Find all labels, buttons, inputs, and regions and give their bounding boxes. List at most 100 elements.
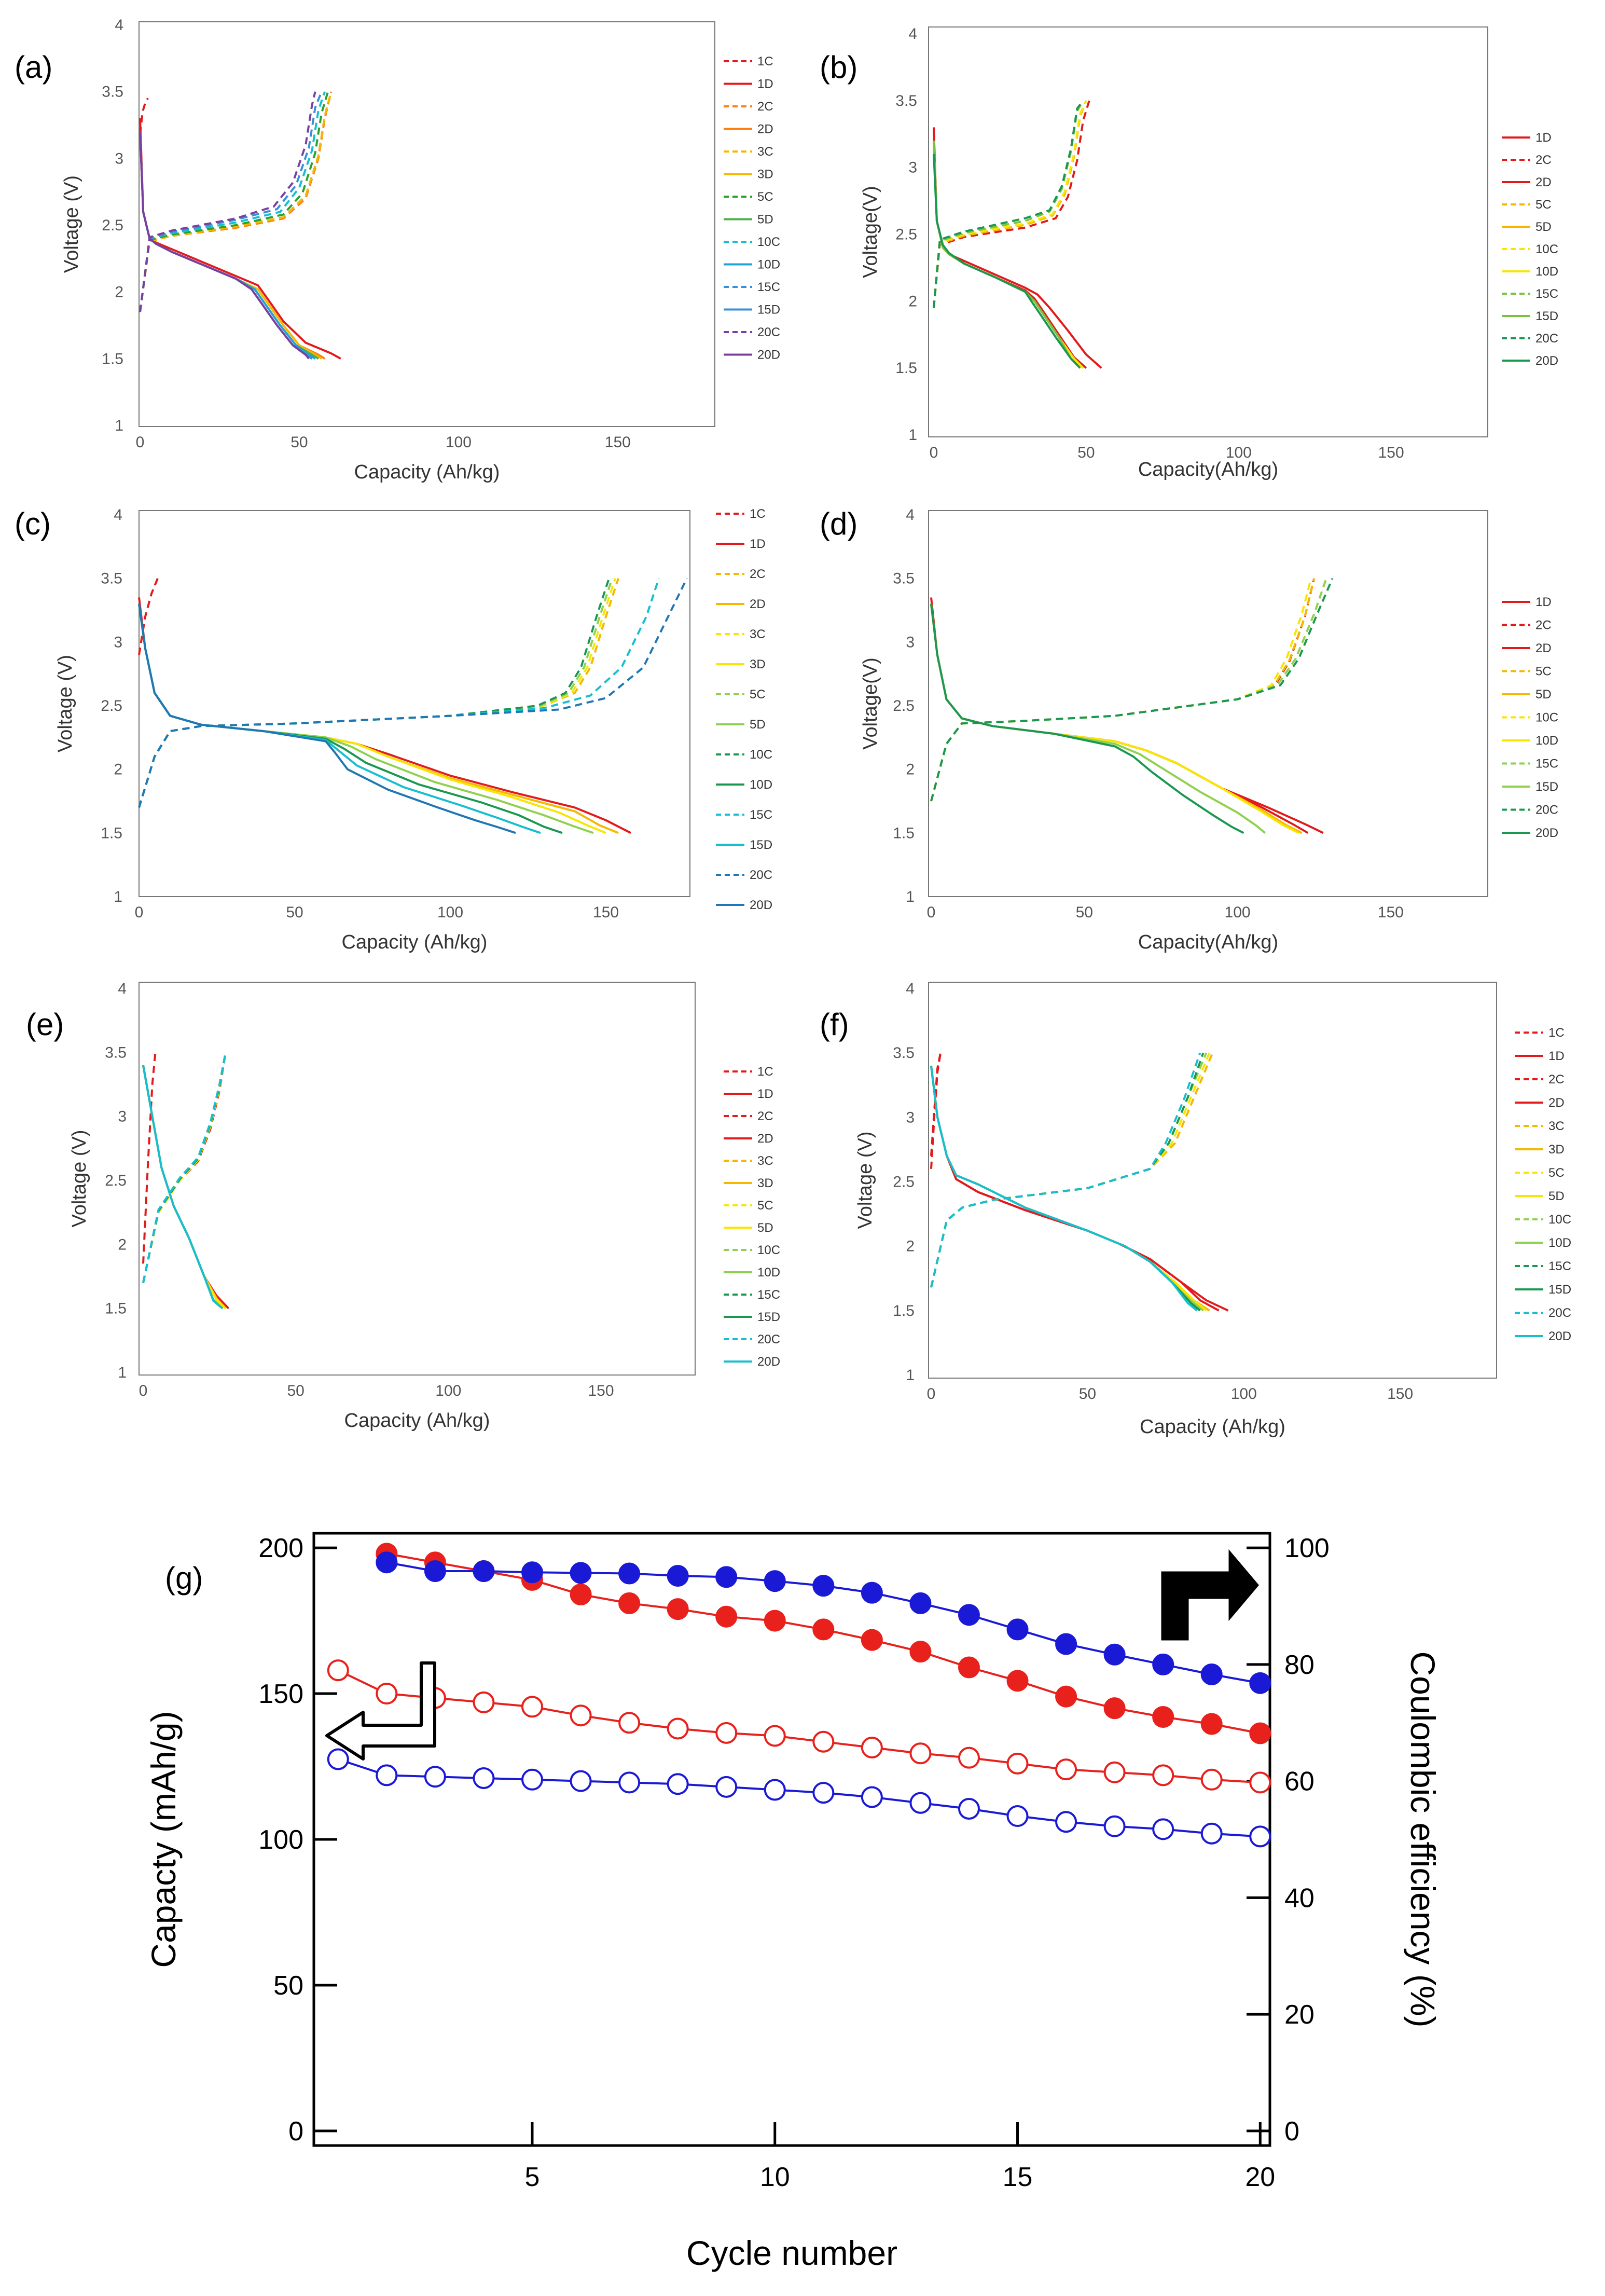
y-tick-label: 1.5 bbox=[105, 1300, 127, 1317]
plot-frame bbox=[139, 982, 696, 1376]
left-axis-arrow-icon bbox=[325, 1661, 436, 1761]
data-point bbox=[861, 1737, 883, 1758]
legend-label: 2C bbox=[1535, 153, 1552, 167]
series-line-2C bbox=[139, 91, 333, 312]
series-line-10C bbox=[139, 91, 326, 312]
y2-tick-label: 80 bbox=[1284, 1650, 1315, 1680]
y-tick-label: 1 bbox=[906, 1367, 915, 1384]
data-point bbox=[618, 1592, 641, 1614]
legend-label: 3D bbox=[757, 168, 773, 182]
series-line-2C bbox=[933, 100, 1090, 308]
y-tick-label: 1.5 bbox=[893, 824, 915, 842]
x-tick-label: 0 bbox=[930, 444, 938, 461]
legend-label: 2D bbox=[757, 1132, 773, 1146]
legend-label: 5D bbox=[750, 718, 766, 732]
y-tick-label: 2.5 bbox=[895, 226, 917, 243]
legend-label: 2C bbox=[1535, 618, 1552, 633]
legend-label: 10D bbox=[1535, 265, 1558, 279]
y-tick-label: 3 bbox=[118, 1108, 127, 1125]
series-line-1D bbox=[138, 597, 631, 834]
panel-label: (g) bbox=[165, 1561, 203, 1596]
data-point bbox=[958, 1604, 980, 1626]
y-axis-label: Voltage(V) bbox=[860, 657, 881, 749]
panel-2: (c) 1 1.5 2 2.5 3 3.5 4 0 50 100 150 Capacity (Ah/kg… bbox=[15, 506, 772, 953]
legend-label: 2C bbox=[757, 100, 773, 114]
legend-label: 15C bbox=[757, 280, 780, 294]
legend-label: 15D bbox=[757, 303, 780, 317]
plot-frame bbox=[312, 1532, 1271, 2147]
x-tick-label: 150 bbox=[1387, 1385, 1413, 1403]
series-line-2D bbox=[930, 1065, 1220, 1312]
data-point bbox=[1200, 1713, 1223, 1735]
y-tick-label: 4 bbox=[906, 506, 915, 524]
x-tick-label: 150 bbox=[1378, 904, 1404, 921]
legend-label: 15D bbox=[1535, 309, 1558, 323]
series-line-15C bbox=[139, 91, 323, 312]
data-point bbox=[473, 1691, 495, 1713]
legend-label: 20C bbox=[1548, 1306, 1571, 1320]
series-line-5C bbox=[139, 91, 329, 312]
data-point bbox=[1006, 1618, 1029, 1641]
legend-label: 15D bbox=[1548, 1283, 1571, 1297]
x-axis-label: Capacity (Ah/kg) bbox=[344, 1410, 490, 1432]
data-point bbox=[1249, 1672, 1271, 1694]
x-axis-label: Capacity(Ah/kg) bbox=[1138, 931, 1278, 953]
data-point bbox=[1103, 1761, 1126, 1783]
data-point bbox=[570, 1562, 592, 1584]
legend-label: 15C bbox=[757, 1288, 780, 1302]
legend-label: 10C bbox=[1535, 242, 1558, 256]
y-tick-label: 100 bbox=[258, 1825, 303, 1855]
y-axis-label: Capacty (mAh/g) bbox=[144, 1711, 183, 1968]
series-line-15C bbox=[930, 578, 1327, 802]
data-point bbox=[1200, 1822, 1223, 1845]
y-tick-label: 3.5 bbox=[102, 84, 123, 101]
plot-frame bbox=[139, 21, 715, 427]
series-line-2D bbox=[930, 603, 1309, 834]
data-point bbox=[1249, 1825, 1271, 1848]
data-point bbox=[812, 1618, 835, 1641]
x-axis-label: Capacity (Ah/kg) bbox=[342, 931, 488, 953]
panel-1: (b) 1 1.5 2 2.5 3 3.5 4 0 50 100 150 Capacity(Ah/kg)… bbox=[820, 25, 1558, 480]
legend-label: 5C bbox=[757, 1199, 773, 1213]
data-point bbox=[1006, 1670, 1029, 1692]
y-tick-label: 200 bbox=[258, 1533, 303, 1563]
data-point bbox=[376, 1764, 398, 1786]
legend-label: 20C bbox=[1535, 332, 1558, 346]
x-tick-label: 20 bbox=[1245, 2162, 1275, 2192]
x-tick-label: 0 bbox=[136, 434, 145, 451]
y2-tick-label: 0 bbox=[1284, 2116, 1299, 2147]
panel-5: (f) 1 1.5 2 2.5 3 3.5 4 0 50 100 150 Capacity (Ah/kg… bbox=[820, 980, 1571, 1438]
legend-label: 15C bbox=[1535, 757, 1558, 771]
data-point bbox=[618, 1771, 641, 1794]
data-point bbox=[521, 1561, 543, 1584]
legend-label: 20C bbox=[757, 325, 780, 339]
x-axis-label: Cycle number bbox=[686, 2234, 897, 2272]
data-point bbox=[909, 1742, 932, 1765]
y-axis-label: Voltage (V) bbox=[68, 1130, 90, 1228]
series-line-5C bbox=[142, 1052, 227, 1283]
y2-tick-label: 100 bbox=[1284, 1533, 1330, 1563]
data-point bbox=[764, 1570, 786, 1592]
y2-tick-label: 20 bbox=[1284, 2000, 1315, 2030]
y-axis-label: Voltage (V) bbox=[54, 655, 76, 752]
y-tick-label: 3 bbox=[114, 634, 122, 651]
data-point bbox=[1103, 1697, 1126, 1720]
series-line-10D bbox=[138, 603, 563, 834]
y-tick-label: 150 bbox=[258, 1679, 303, 1709]
y-tick-label: 1 bbox=[908, 427, 917, 444]
series-line-3D bbox=[139, 131, 322, 360]
data-point bbox=[618, 1712, 641, 1734]
data-point bbox=[667, 1565, 689, 1587]
data-point bbox=[715, 1605, 738, 1628]
legend-label: 3D bbox=[1548, 1143, 1565, 1157]
series-line-3C bbox=[139, 91, 333, 312]
y-tick-label: 1.5 bbox=[893, 1302, 915, 1319]
data-point bbox=[909, 1792, 932, 1814]
y2-tick-label: 60 bbox=[1284, 1767, 1315, 1797]
x-tick-label: 100 bbox=[437, 904, 463, 921]
series-line-15C bbox=[933, 100, 1084, 308]
series-line-20D bbox=[933, 154, 1081, 369]
legend-label: 3D bbox=[750, 657, 766, 671]
y-axis-label: Voltage (V) bbox=[61, 175, 82, 273]
panel-label: (f) bbox=[820, 1007, 849, 1042]
